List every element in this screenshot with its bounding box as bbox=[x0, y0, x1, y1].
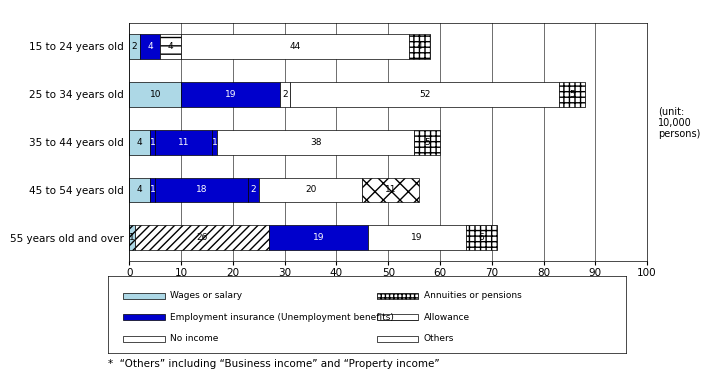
Bar bbox=[559, 82, 585, 107]
Text: 2: 2 bbox=[132, 42, 137, 51]
Text: 44: 44 bbox=[290, 42, 301, 51]
Bar bbox=[124, 293, 165, 299]
Bar bbox=[414, 130, 440, 154]
Bar bbox=[155, 130, 212, 154]
Bar bbox=[129, 225, 134, 250]
Bar bbox=[129, 130, 150, 154]
Text: Others: Others bbox=[423, 334, 454, 343]
Bar bbox=[150, 177, 155, 202]
Text: 20: 20 bbox=[305, 185, 316, 194]
Bar bbox=[129, 177, 150, 202]
Text: 1: 1 bbox=[129, 233, 135, 242]
Text: (unit:
10,000
persons): (unit: 10,000 persons) bbox=[658, 106, 700, 139]
Text: 2: 2 bbox=[282, 90, 288, 99]
Text: 38: 38 bbox=[310, 137, 321, 147]
Bar bbox=[124, 336, 165, 342]
Text: Allowance: Allowance bbox=[423, 313, 470, 322]
Text: 4: 4 bbox=[168, 42, 174, 51]
Bar bbox=[466, 225, 497, 250]
Bar bbox=[129, 34, 139, 59]
Bar bbox=[134, 225, 269, 250]
Bar bbox=[139, 34, 160, 59]
Text: 18: 18 bbox=[196, 185, 208, 194]
Text: 19: 19 bbox=[313, 233, 324, 242]
Bar bbox=[269, 225, 367, 250]
Bar bbox=[290, 82, 559, 107]
Text: 5: 5 bbox=[424, 137, 430, 147]
Text: 1: 1 bbox=[212, 137, 218, 147]
Text: 1: 1 bbox=[150, 137, 155, 147]
Text: 5: 5 bbox=[569, 90, 575, 99]
Text: 4: 4 bbox=[137, 185, 142, 194]
Text: Wages or salary: Wages or salary bbox=[170, 291, 242, 300]
Text: 4: 4 bbox=[416, 42, 422, 51]
Text: 4: 4 bbox=[137, 137, 142, 147]
Text: Annuities or pensions: Annuities or pensions bbox=[423, 291, 521, 300]
Text: 1: 1 bbox=[150, 185, 155, 194]
Bar bbox=[212, 130, 217, 154]
Bar bbox=[259, 177, 362, 202]
Bar bbox=[160, 34, 181, 59]
Text: 6: 6 bbox=[479, 233, 485, 242]
Text: 11: 11 bbox=[385, 185, 397, 194]
Bar bbox=[409, 34, 430, 59]
Text: 10: 10 bbox=[150, 90, 161, 99]
Text: 11: 11 bbox=[178, 137, 190, 147]
Text: 4: 4 bbox=[147, 42, 153, 51]
Bar bbox=[217, 130, 414, 154]
Text: 2: 2 bbox=[251, 185, 257, 194]
Bar bbox=[377, 314, 418, 320]
Bar bbox=[377, 293, 418, 299]
Bar bbox=[124, 314, 165, 320]
Text: Employment insurance (Unemployment benefits): Employment insurance (Unemployment benef… bbox=[170, 313, 394, 322]
Bar bbox=[155, 177, 249, 202]
Bar bbox=[181, 82, 280, 107]
Text: 52: 52 bbox=[418, 90, 430, 99]
Text: *  “Others” including “Business income” and “Property income”: * “Others” including “Business income” a… bbox=[108, 359, 439, 369]
Bar bbox=[249, 177, 259, 202]
Bar bbox=[362, 177, 419, 202]
Text: 19: 19 bbox=[411, 233, 423, 242]
Bar bbox=[367, 225, 466, 250]
Text: No income: No income bbox=[170, 334, 219, 343]
Text: 26: 26 bbox=[196, 233, 208, 242]
Bar bbox=[280, 82, 290, 107]
Text: 19: 19 bbox=[224, 90, 236, 99]
Bar bbox=[150, 130, 155, 154]
Bar bbox=[181, 34, 409, 59]
Bar bbox=[129, 82, 181, 107]
Bar bbox=[377, 336, 418, 342]
